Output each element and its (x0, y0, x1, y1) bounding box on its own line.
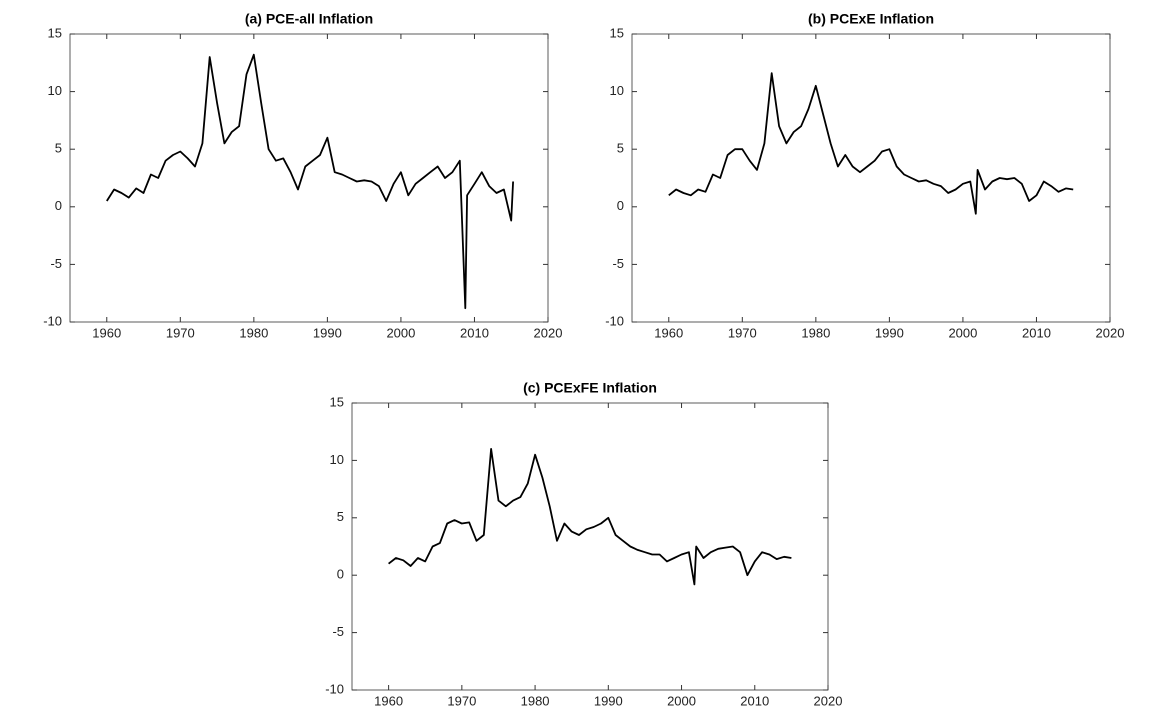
x-tick-label: 2000 (386, 325, 415, 340)
x-tick-label: 2020 (814, 693, 843, 708)
y-tick-label: -10 (605, 313, 624, 328)
y-tick-label: 0 (617, 198, 624, 213)
x-tick-label: 2000 (667, 693, 696, 708)
plot-frame (631, 33, 1111, 323)
chart-title: (a) PCE-all Inflation (245, 11, 373, 27)
y-tick-label: -5 (332, 624, 344, 639)
y-tick-label: 5 (55, 141, 62, 156)
x-tick-label: 2010 (460, 325, 489, 340)
x-tick-label: 1960 (654, 325, 683, 340)
y-tick-label: 15 (330, 394, 344, 409)
x-tick-label: 2010 (1022, 325, 1051, 340)
x-tick-label: 1960 (92, 325, 121, 340)
y-tick-label: -10 (43, 313, 62, 328)
chart-title: (c) PCExFE Inflation (523, 380, 657, 396)
x-tick-label: 2020 (534, 325, 563, 340)
series-line (388, 448, 792, 586)
y-tick-label: 15 (610, 25, 624, 40)
plot-frame (69, 33, 549, 323)
x-tick-label: 2010 (740, 693, 769, 708)
x-tick-label: 1970 (728, 325, 757, 340)
y-tick-label: 10 (330, 452, 344, 467)
chart-title: (b) PCExE Inflation (808, 11, 934, 27)
series-line (106, 53, 514, 310)
x-tick-label: 1960 (374, 693, 403, 708)
x-tick-label: 1980 (521, 693, 550, 708)
x-tick-label: 1980 (801, 325, 830, 340)
x-tick-label: 2000 (948, 325, 977, 340)
y-tick-label: 0 (337, 567, 344, 582)
x-tick-label: 1990 (594, 693, 623, 708)
y-tick-label: 10 (48, 83, 62, 98)
y-tick-label: 0 (55, 198, 62, 213)
y-tick-label: 10 (610, 83, 624, 98)
y-tick-label: 5 (337, 509, 344, 524)
y-tick-label: -5 (50, 256, 62, 271)
x-tick-label: 1970 (447, 693, 476, 708)
plot-frame (351, 402, 829, 691)
x-tick-label: 1990 (313, 325, 342, 340)
y-tick-label: -5 (612, 256, 624, 271)
y-tick-label: -10 (325, 681, 344, 696)
y-tick-label: 5 (617, 141, 624, 156)
y-tick-label: 15 (48, 25, 62, 40)
series-line (668, 72, 1074, 215)
x-tick-label: 1980 (239, 325, 268, 340)
x-tick-label: 1970 (166, 325, 195, 340)
x-tick-label: 2020 (1096, 325, 1125, 340)
x-tick-label: 1990 (875, 325, 904, 340)
